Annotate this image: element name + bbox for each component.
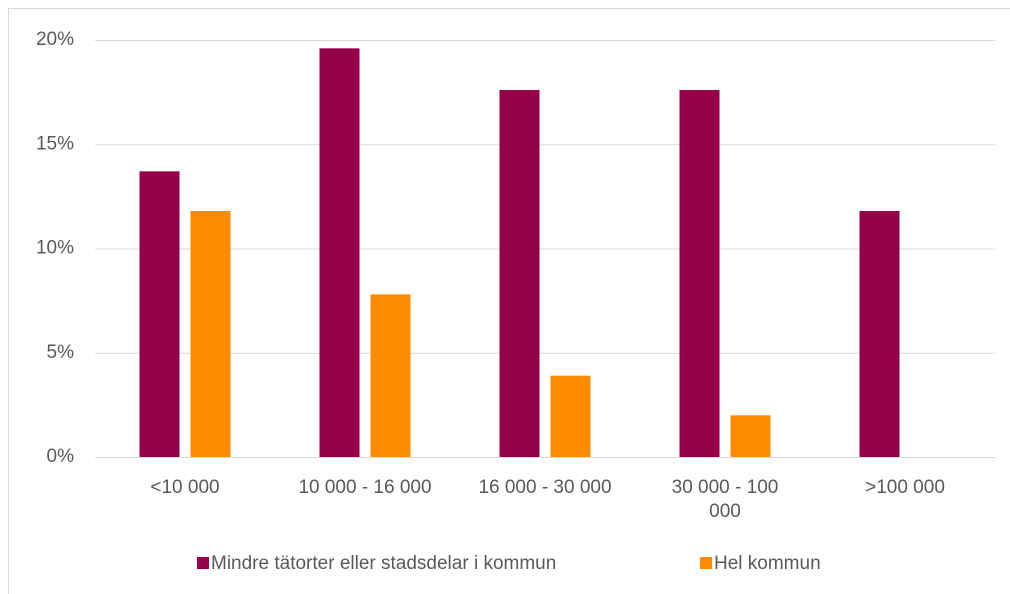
y-tick-label: 20% bbox=[36, 29, 74, 50]
y-tick-label: 15% bbox=[36, 133, 74, 154]
bar bbox=[319, 48, 360, 458]
legend-label: Hel kommun bbox=[714, 553, 821, 574]
x-tick-label: <10 000 bbox=[150, 477, 220, 498]
bar bbox=[370, 294, 411, 457]
x-tick-label: 30 000 - 100 000 bbox=[671, 477, 779, 522]
bar bbox=[190, 210, 231, 457]
legend-swatch bbox=[700, 557, 712, 569]
bar bbox=[679, 90, 720, 457]
y-tick-label: 5% bbox=[47, 342, 75, 363]
legend-swatch bbox=[197, 557, 209, 569]
bar bbox=[859, 210, 900, 457]
x-tick-label: >100 000 bbox=[865, 477, 945, 498]
x-tick-label: 10 000 - 16 000 bbox=[298, 477, 432, 498]
y-tick-label: 10% bbox=[36, 238, 74, 259]
legend-label: Mindre tätorter eller stadsdelar i kommu… bbox=[211, 553, 556, 574]
bar bbox=[730, 415, 771, 457]
bar bbox=[499, 90, 540, 457]
x-tick-label: 16 000 - 30 000 bbox=[478, 477, 612, 498]
y-tick-label: 0% bbox=[47, 446, 75, 467]
bar bbox=[139, 171, 180, 458]
bar bbox=[550, 375, 591, 457]
chart-border bbox=[8, 8, 1010, 594]
